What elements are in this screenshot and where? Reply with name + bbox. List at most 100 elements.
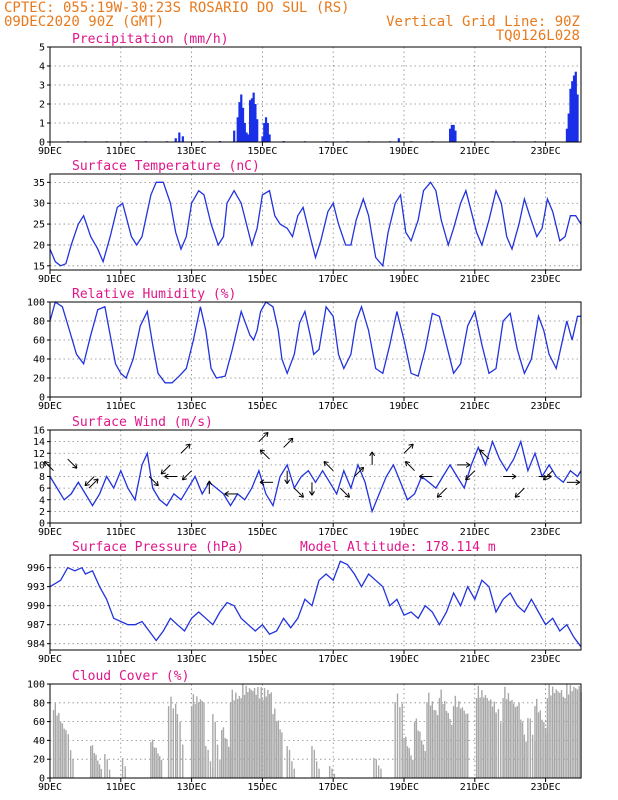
cloud-bar (482, 697, 485, 778)
cloud-bar (288, 749, 291, 778)
cloud-bar (262, 699, 264, 778)
cloud-cover-ytick-label: 20 (33, 755, 45, 766)
precipitation-frame (49, 46, 582, 143)
cloud-bar (567, 694, 570, 778)
cloud-bar (279, 729, 281, 778)
wind-xtick-label: 9DEC (38, 527, 62, 538)
cloud-bar (91, 745, 94, 778)
wind-xtick-label: 21DEC (460, 527, 490, 538)
humidity-ytick-label: 100 (27, 298, 45, 309)
humidity-xtick-label: 9DEC (38, 401, 62, 412)
cloud-bar (564, 698, 566, 778)
cloud-bar (405, 736, 407, 778)
cloud-bar (497, 709, 500, 778)
cloud-bar (505, 699, 508, 778)
cloud-bar (488, 700, 490, 778)
precipitation-ytick-label: 2 (39, 100, 45, 111)
cloud-bar (500, 722, 502, 778)
cloud-bar (231, 689, 234, 778)
wind-xtick-label: 15DEC (247, 527, 277, 538)
wind-arrow (309, 482, 315, 496)
cloud-bar (449, 719, 451, 778)
wind-arrow (224, 491, 238, 497)
cloud-cover-panel: 0 20 40 60 80 100 9DEC 11DEC 13DEC 15DEC 17DEC 19DE… (27, 669, 582, 793)
cloud-bar (150, 742, 152, 778)
cloud-bar (539, 710, 541, 778)
precip-bar (249, 100, 252, 142)
cloud-bar (548, 684, 550, 778)
wind-arrow (206, 480, 213, 494)
cloud-bar (240, 698, 242, 778)
temperature-xtick-label: 15DEC (247, 274, 277, 285)
temperature-title: Surface Temperature (nC) (72, 159, 260, 174)
cloud-bar (426, 702, 428, 778)
cloud-bar (415, 718, 418, 778)
cloud-bar (196, 696, 198, 778)
wind-arrow (479, 449, 490, 460)
cloud-bar (428, 692, 430, 778)
wind-arrow (43, 461, 54, 472)
cloud-bar (192, 694, 195, 778)
cloud-bar (201, 701, 203, 778)
cloud-bar (257, 687, 259, 778)
temperature-ytick-label: 15 (33, 261, 45, 272)
cloud-bar (463, 710, 465, 778)
cloud-cover-xtick-label: 19DEC (389, 782, 419, 793)
cloud-bar (566, 684, 568, 778)
cloud-bar (155, 747, 157, 778)
humidity-series-line (49, 300, 581, 384)
cloud-bar (199, 699, 202, 778)
cloud-cover-ytick-label: 100 (27, 680, 45, 691)
wind-series-line (49, 439, 582, 514)
precipitation-xtick-label: 17DEC (318, 146, 348, 157)
cloud-bar (207, 749, 209, 778)
pressure-xtick-label: 9DEC (38, 654, 62, 665)
precip-bar (233, 130, 236, 142)
cloud-bar (456, 707, 458, 778)
precipitation-ytick-label: 3 (39, 81, 45, 92)
pressure-xtick-label: 11DEC (106, 654, 136, 665)
cloud-bar (396, 693, 399, 778)
pressure-xtick-label: 15DEC (247, 654, 277, 665)
cloud-bar (190, 706, 193, 778)
cloud-bar (403, 738, 405, 778)
precip-bar (247, 134, 250, 142)
cloud-bar (573, 686, 575, 778)
cloud-bar (484, 695, 487, 778)
cloud-bar (442, 704, 444, 778)
cloud-bar (63, 728, 65, 778)
wind-arrow (436, 487, 447, 498)
wind-ytick-label: 4 (39, 495, 45, 506)
pressure-xtick-label: 17DEC (318, 654, 348, 665)
cloud-bar (377, 765, 380, 778)
cloud-bar (214, 721, 216, 778)
precip-bar (572, 75, 576, 142)
cloud-bar (313, 749, 316, 778)
cloud-bar (458, 701, 460, 778)
cloud-bar (159, 755, 161, 778)
cloud-bar (226, 738, 228, 778)
cloud-bar (228, 746, 230, 778)
cloud-bar (268, 694, 271, 778)
wind-ytick-label: 16 (33, 426, 45, 437)
wind-arrow (259, 449, 270, 460)
wind-arrow (457, 461, 471, 468)
header-date: 09DEC2020 90Z (GMT) (4, 14, 164, 30)
precipitation-ytick-label: 4 (39, 62, 45, 73)
cloud-bar (536, 698, 538, 778)
cloud-bar (481, 690, 483, 778)
header-grid-info: Vertical Grid Line: 90Z (386, 14, 580, 30)
precipitation-ytick-label: 0 (39, 138, 45, 149)
wind-arrow (503, 473, 517, 480)
cloud-bar (544, 727, 547, 778)
cloud-bar (551, 686, 554, 778)
precip-bar (452, 124, 455, 142)
temperature-xtick-label: 9DEC (38, 274, 62, 285)
cloud-cover-xtick-label: 13DEC (177, 782, 207, 793)
wind-frame (49, 429, 582, 524)
cloud-bar (104, 754, 106, 778)
wind-ytick-label: 2 (39, 507, 45, 518)
cloud-cover-xtick-label: 15DEC (247, 782, 277, 793)
cloud-bar (410, 755, 412, 778)
wind-ytick-label: 10 (33, 460, 45, 471)
